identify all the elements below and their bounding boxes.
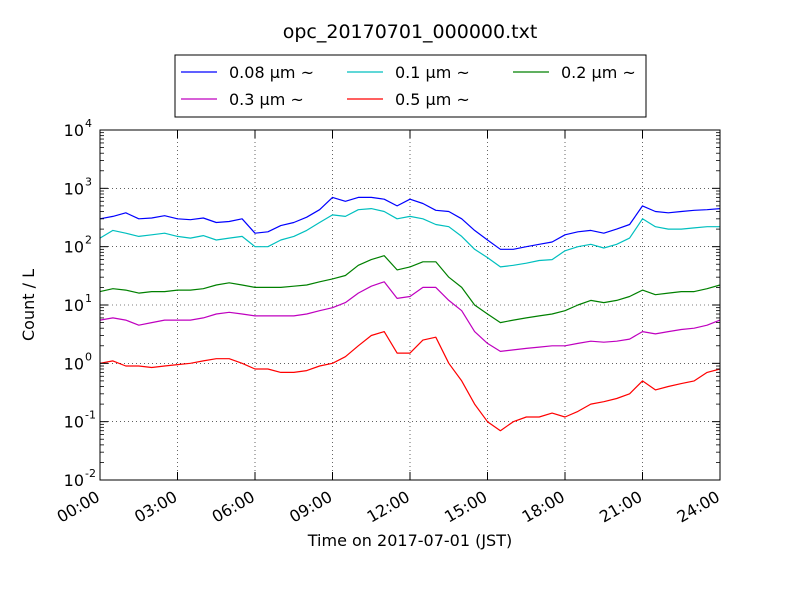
y-tick-exponent: 4: [85, 117, 92, 130]
x-axis-label: Time on 2017-07-01 (JST): [307, 531, 512, 550]
legend-label: 0.5 μm ~: [395, 90, 470, 109]
y-tick-label: 10: [64, 121, 84, 140]
series-line-1: [99, 208, 720, 268]
y-tick-exponent: 1: [85, 292, 92, 305]
series-line-0: [99, 196, 721, 250]
x-tick-label: 18:00: [519, 487, 568, 527]
x-tick-label: 15:00: [441, 487, 490, 527]
legend-label: 0.3 μm ~: [229, 90, 304, 109]
y-tick-label: 10: [64, 471, 84, 490]
y-axis-label: Count / L: [19, 269, 38, 341]
legend-label: 0.2 μm ~: [561, 63, 636, 82]
x-tick-label: 21:00: [596, 487, 645, 527]
y-tick-label: 10: [64, 354, 84, 373]
x-tick-label: 06:00: [209, 487, 258, 527]
series-line-3: [99, 281, 721, 352]
series-line-4: [99, 331, 721, 432]
grid: [100, 130, 720, 480]
legend-label: 0.08 μm ~: [229, 63, 314, 82]
chart-title: opc_20170701_000000.txt: [283, 21, 538, 43]
series-line-2: [99, 255, 721, 324]
y-tick-exponent: -2: [85, 467, 96, 480]
x-tick-label: 00:00: [54, 487, 103, 527]
legend-label: 0.1 μm ~: [395, 63, 470, 82]
legend: 0.08 μm ~ 0.1 μm ~ 0.2 μm ~ 0.3 μm ~ 0.5 μm …: [174, 54, 647, 118]
series-lines: [99, 196, 721, 432]
y-tick-label: 10: [64, 238, 84, 257]
y-tick-exponent: 2: [85, 234, 92, 247]
y-tick-exponent: 0: [85, 350, 92, 363]
x-tick-label: 09:00: [286, 487, 335, 527]
y-tick-exponent: 3: [85, 175, 92, 188]
y-tick-label: 10: [64, 413, 84, 432]
x-tick-label: 03:00: [131, 487, 180, 527]
y-tick-label: 10: [64, 179, 84, 198]
y-tick-exponent: -1: [85, 409, 96, 422]
legend-box: [174, 54, 647, 118]
y-tick-label: 10: [64, 296, 84, 315]
x-tick-label: 12:00: [364, 487, 413, 527]
x-tick-label: 24:00: [674, 487, 723, 527]
